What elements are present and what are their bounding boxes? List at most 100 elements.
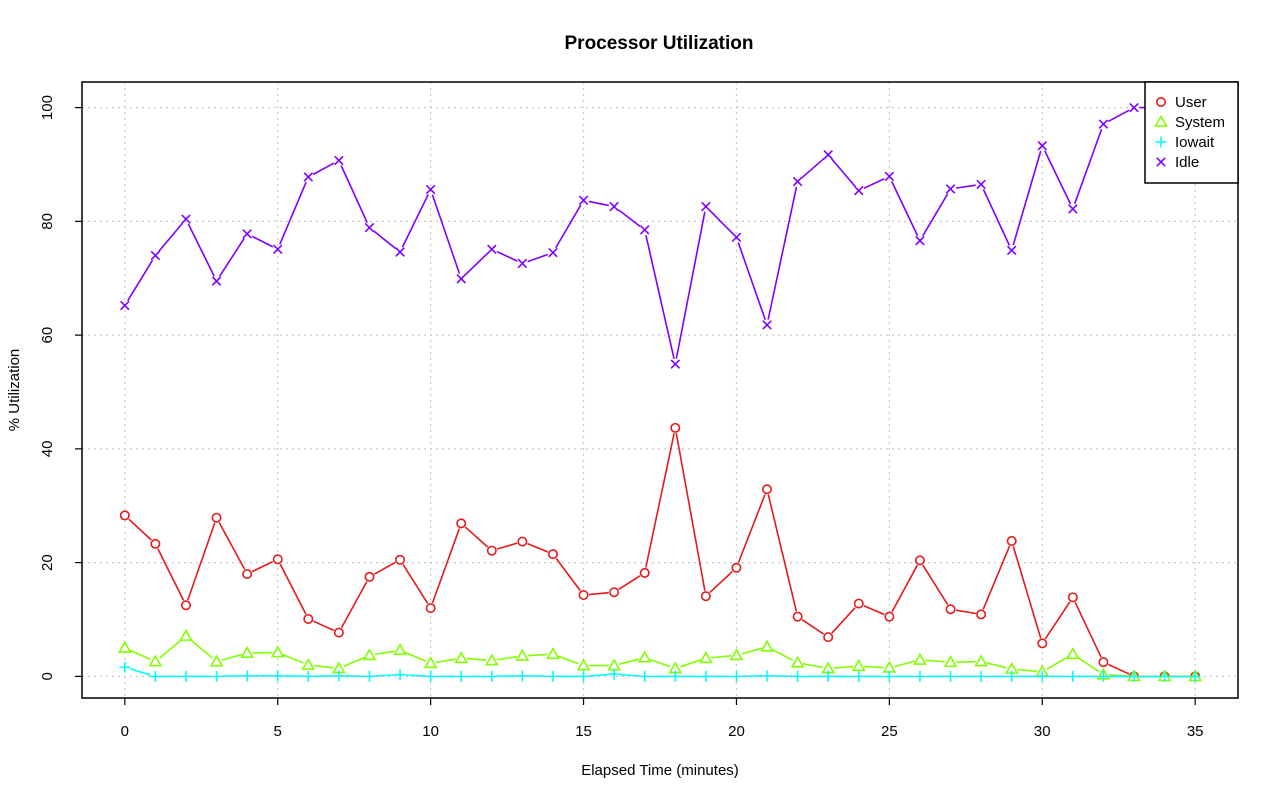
data-point-system: [148, 654, 163, 667]
data-point-idle: [823, 150, 833, 160]
data-point-idle: [1037, 140, 1048, 151]
x-tick-label: 10: [422, 723, 439, 740]
data-point-user: [578, 590, 589, 601]
data-point-idle: [915, 235, 925, 246]
data-point-idle: [1068, 204, 1078, 214]
data-point-user: [700, 591, 711, 602]
data-point-iowait: [761, 670, 773, 682]
data-point-system: [607, 658, 622, 671]
data-point-iowait: [975, 670, 987, 682]
data-point-system: [790, 655, 805, 668]
data-point-user: [976, 609, 987, 620]
y-tick-label: 80: [39, 213, 56, 230]
data-point-user: [884, 611, 895, 622]
data-point-iowait: [486, 670, 498, 682]
data-point-idle: [303, 172, 314, 182]
data-point-user: [517, 536, 528, 547]
series-idle: [120, 102, 1200, 369]
data-point-system: [698, 651, 713, 664]
data-point-iowait: [639, 670, 651, 682]
series-system: [117, 628, 1203, 682]
data-point-system: [484, 653, 499, 666]
data-point-user: [272, 554, 283, 565]
y-axis-label: % Utilization: [6, 349, 23, 432]
data-point-idle: [1006, 245, 1017, 256]
data-point-user: [762, 484, 773, 495]
data-point-user: [333, 627, 344, 638]
data-point-iowait: [883, 670, 895, 682]
data-point-iowait: [119, 661, 131, 673]
data-point-system: [546, 647, 560, 660]
data-point-iowait: [1097, 670, 1109, 682]
data-point-idle: [884, 171, 895, 182]
data-point-user: [853, 598, 864, 609]
data-point-system: [362, 648, 377, 661]
legend-marker-idle: [1156, 157, 1166, 167]
x-tick-label: 0: [121, 723, 129, 740]
series-iowait: [119, 661, 1201, 682]
data-point-system: [637, 650, 652, 663]
data-point-system: [576, 658, 591, 671]
data-point-system: [760, 639, 774, 652]
data-point-idle: [364, 222, 375, 233]
data-point-user: [731, 562, 742, 573]
data-point-iowait: [608, 668, 620, 680]
data-point-user: [914, 555, 925, 566]
chart-title: Processor Utilization: [565, 33, 754, 54]
data-point-iowait: [578, 670, 590, 682]
legend-marker-system: [1154, 114, 1168, 127]
data-point-iowait: [425, 670, 437, 682]
x-tick-label: 35: [1187, 723, 1204, 740]
data-point-idle: [945, 184, 956, 194]
data-point-iowait: [149, 670, 161, 682]
data-point-iowait: [1128, 670, 1140, 682]
data-point-system: [729, 648, 744, 661]
data-point-iowait: [394, 669, 406, 681]
data-point-idle: [425, 184, 436, 195]
x-axis-label: Elapsed Time (minutes): [581, 762, 739, 779]
data-point-iowait: [669, 670, 681, 682]
series-line-user: [128, 433, 1190, 678]
data-point-user: [486, 545, 497, 556]
data-point-system: [943, 655, 958, 668]
data-point-user: [547, 549, 558, 560]
data-point-idle: [670, 359, 681, 369]
data-point-iowait: [547, 670, 559, 682]
data-point-iowait: [1067, 670, 1079, 682]
data-point-system: [515, 648, 530, 661]
data-point-iowait: [272, 670, 284, 682]
data-point-iowait: [1159, 670, 1171, 682]
data-point-idle: [548, 247, 558, 258]
data-point-idle: [211, 276, 222, 286]
data-point-iowait: [363, 670, 375, 682]
data-point-iowait: [730, 670, 742, 682]
data-point-idle: [395, 247, 405, 257]
data-point-idle: [272, 244, 283, 254]
data-point-iowait: [1189, 670, 1201, 682]
data-point-user: [1006, 536, 1017, 547]
data-point-user: [1098, 657, 1109, 668]
data-point-iowait: [211, 670, 223, 682]
x-tick-label: 30: [1034, 723, 1051, 740]
x-tick-label: 5: [274, 723, 282, 740]
data-point-iowait: [180, 670, 192, 682]
data-point-system: [179, 628, 193, 641]
data-point-user: [150, 538, 161, 549]
data-point-user: [639, 567, 650, 578]
data-point-system: [454, 651, 469, 664]
data-point-idle: [731, 232, 742, 243]
y-tick-label: 0: [39, 672, 56, 680]
grid: [82, 82, 1238, 698]
data-point-system: [913, 652, 927, 665]
data-point-iowait: [792, 670, 804, 682]
legend-marker-user: [1156, 97, 1167, 108]
data-point-system: [117, 640, 132, 653]
data-point-system: [240, 645, 255, 658]
y-tick-label: 100: [39, 95, 56, 120]
data-point-idle: [334, 155, 344, 166]
data-point-idle: [242, 229, 252, 239]
data-point-idle: [487, 244, 497, 254]
series-user: [119, 422, 1201, 682]
